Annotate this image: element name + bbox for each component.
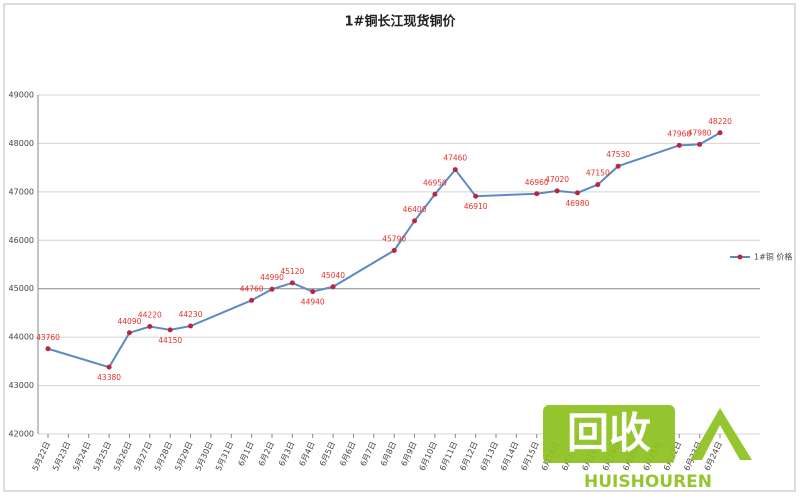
point bbox=[167, 327, 173, 333]
watermark-icon bbox=[690, 408, 752, 460]
watermark-subtext: HUISHOUREN bbox=[584, 472, 712, 492]
data-label: 47530 bbox=[606, 150, 630, 159]
data-label: 44940 bbox=[301, 298, 325, 307]
data-label: 46950 bbox=[423, 178, 447, 187]
point bbox=[412, 218, 418, 224]
point bbox=[473, 193, 479, 199]
data-label: 44090 bbox=[118, 317, 142, 326]
data-label: 46400 bbox=[403, 205, 427, 214]
y-tick-label: 44000 bbox=[9, 333, 34, 342]
point bbox=[452, 167, 458, 173]
watermark: 回收 HUISHOUREN bbox=[543, 405, 752, 492]
point bbox=[432, 191, 438, 197]
legend-marker bbox=[737, 254, 743, 260]
data-label: 46910 bbox=[464, 202, 488, 211]
watermark-text: 回收 bbox=[567, 409, 651, 458]
chart-title: 1#铜长江现货铜价 bbox=[345, 14, 457, 30]
data-label: 46980 bbox=[566, 199, 590, 208]
data-label: 44230 bbox=[179, 310, 203, 319]
line bbox=[47, 131, 721, 369]
data-label: 44760 bbox=[240, 284, 264, 293]
point bbox=[289, 280, 295, 286]
data-label: 44220 bbox=[138, 310, 162, 319]
y-tick-label: 43000 bbox=[9, 381, 34, 390]
point bbox=[391, 247, 397, 253]
data-label: 47020 bbox=[545, 175, 569, 184]
point bbox=[574, 190, 580, 196]
point bbox=[615, 163, 621, 169]
data-label: 43380 bbox=[97, 373, 121, 382]
data-label: 47150 bbox=[586, 169, 610, 178]
point bbox=[147, 323, 153, 329]
point bbox=[249, 297, 255, 303]
data-label: 47460 bbox=[443, 154, 467, 163]
y-tick-label: 42000 bbox=[9, 430, 34, 439]
point bbox=[188, 323, 194, 329]
data-label: 45790 bbox=[382, 234, 406, 243]
watermark-box bbox=[543, 405, 675, 463]
point bbox=[126, 330, 132, 336]
point bbox=[554, 188, 560, 194]
y-tick-label: 45000 bbox=[9, 284, 34, 293]
point bbox=[595, 182, 601, 188]
legend-label: 1#铜 价格 bbox=[754, 252, 792, 262]
data-label: 48220 bbox=[708, 117, 732, 126]
point bbox=[534, 191, 540, 197]
data-label: 47980 bbox=[688, 128, 712, 137]
y-tick-label: 47000 bbox=[9, 187, 34, 196]
data-label: 46960 bbox=[525, 178, 549, 187]
point bbox=[45, 346, 51, 352]
point bbox=[697, 141, 703, 147]
data-label: 43760 bbox=[36, 333, 60, 342]
point bbox=[269, 286, 275, 292]
point bbox=[310, 289, 316, 295]
data-label: 44990 bbox=[260, 273, 284, 282]
point bbox=[676, 142, 682, 148]
y-tick-label: 48000 bbox=[9, 139, 34, 148]
y-tick-label: 49000 bbox=[9, 91, 34, 100]
data-label: 45040 bbox=[321, 271, 345, 280]
chart-frame bbox=[3, 3, 796, 492]
point bbox=[330, 284, 336, 290]
y-tick-label: 46000 bbox=[9, 236, 34, 245]
point bbox=[106, 364, 112, 370]
point bbox=[717, 130, 723, 136]
data-label: 45120 bbox=[280, 267, 304, 276]
data-label: 47960 bbox=[667, 129, 691, 138]
data-label: 44150 bbox=[158, 336, 182, 345]
